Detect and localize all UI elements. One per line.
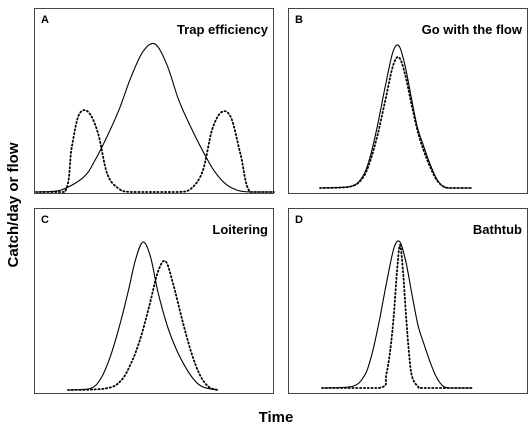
panels: A Trap efficiency B Go with the flow C Loiter… [34, 8, 528, 394]
panel-a-dotted-line [35, 109, 275, 193]
panel-d-frame [288, 208, 528, 394]
panel-b: B Go with the flow [288, 8, 528, 194]
panel-b-dotted-line [319, 56, 473, 189]
panel-b-title: Go with the flow [422, 22, 523, 37]
panel-b-frame [288, 8, 528, 194]
panel-d-title: Bathtub [473, 222, 522, 237]
panel-b-letter: B [295, 14, 303, 26]
panel-d: D Bathtub [288, 208, 528, 394]
panel-a-letter: A [41, 14, 49, 26]
panel-a-solid-line [35, 42, 274, 193]
panel-d-letter: D [295, 214, 303, 226]
panel-c-solid-line [67, 241, 219, 391]
panel-c: C Loitering [34, 208, 274, 394]
panel-c-dotted-line [67, 259, 219, 391]
x-axis-label: Time [259, 409, 294, 426]
panel-c-letter: C [41, 214, 49, 226]
panel-a-title: Trap efficiency [177, 22, 269, 37]
panel-d-dotted-line [321, 243, 473, 389]
panel-a-frame [34, 8, 274, 194]
panel-c-frame [34, 208, 274, 394]
panel-b-solid-line [319, 44, 472, 189]
panel-c-title: Loitering [212, 222, 268, 237]
panel-a: A Trap efficiency [34, 8, 275, 194]
y-axis-label: Catch/day or flow [5, 142, 22, 267]
panel-d-solid-line [321, 240, 472, 389]
